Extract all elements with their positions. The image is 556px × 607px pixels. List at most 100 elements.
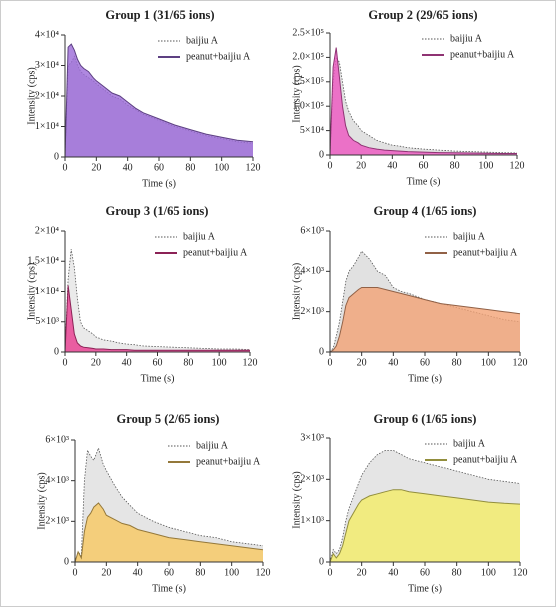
x-tick-label: 120 (246, 162, 261, 173)
y-tick-label: 1×10⁴ (35, 121, 60, 132)
y-tick-label: 3×10⁴ (35, 60, 60, 71)
x-tick-label: 40 (122, 357, 132, 368)
y-axis-label: Intensity (cps) (291, 65, 302, 123)
x-tick-label: 100 (481, 567, 496, 578)
x-tick-label: 120 (256, 567, 271, 578)
y-tick-label: 2×10⁴ (35, 90, 60, 101)
series-line (74, 446, 264, 563)
legend-label: baijiu A (450, 33, 483, 44)
x-tick-label: 60 (419, 160, 429, 171)
x-tick-label: 20 (91, 162, 101, 173)
y-tick-label: 4×10³ (300, 266, 324, 277)
x-tick-label: 40 (123, 162, 133, 173)
y-tick-label: 0 (64, 556, 69, 567)
x-tick-label: 40 (387, 160, 397, 171)
x-tick-label: 80 (185, 162, 195, 173)
x-tick-label: 40 (388, 567, 398, 578)
x-tick-label: 20 (91, 357, 101, 368)
x-tick-label: 60 (153, 357, 163, 368)
y-tick-label: 5×10⁴ (300, 125, 325, 136)
chart-title: Group 6 (1/65 ions) (374, 412, 477, 426)
y-tick-label: 0 (54, 151, 59, 162)
area-fill (330, 489, 520, 562)
x-tick-label: 100 (224, 567, 239, 578)
legend-label: peanut+baijiu A (453, 454, 518, 465)
x-axis-label: Time (s) (408, 583, 442, 594)
chart-title: Group 4 (1/65 ions) (374, 204, 477, 218)
x-tick-label: 60 (164, 567, 174, 578)
x-tick-label: 80 (452, 357, 462, 368)
y-tick-label: 2.0×10⁵ (292, 52, 324, 63)
y-axis-label: Intensity (cps) (291, 263, 302, 321)
x-tick-label: 60 (420, 357, 430, 368)
y-tick-label: 4×10³ (45, 475, 69, 486)
x-tick-label: 100 (478, 160, 493, 171)
y-tick-label: 0 (319, 556, 324, 567)
y-tick-label: 2×10³ (300, 306, 324, 317)
legend-label: baijiu A (453, 438, 486, 449)
x-tick-label: 80 (195, 567, 205, 578)
x-tick-label: 120 (513, 567, 528, 578)
legend-label: baijiu A (196, 440, 229, 451)
y-axis-label: Intensity (cps) (291, 471, 302, 529)
series-line (64, 43, 254, 158)
x-tick-label: 60 (154, 162, 164, 173)
y-tick-label: 4×10⁴ (35, 29, 60, 40)
x-tick-label: 20 (101, 567, 111, 578)
x-tick-label: 80 (450, 160, 460, 171)
legend-label: peanut+baijiu A (196, 456, 261, 467)
legend-label: peanut+baijiu A (450, 49, 515, 60)
x-tick-label: 0 (63, 357, 68, 368)
x-axis-label: Time (s) (141, 373, 175, 384)
chart-title: Group 1 (31/65 ions) (105, 8, 214, 22)
series-line (329, 287, 521, 353)
y-tick-label: 1×10³ (300, 515, 324, 526)
x-tick-label: 100 (481, 357, 496, 368)
x-tick-label: 100 (214, 162, 229, 173)
series-line (329, 489, 521, 563)
y-tick-label: 1.5×10⁵ (292, 76, 324, 87)
x-tick-label: 20 (356, 160, 366, 171)
x-tick-label: 120 (243, 357, 258, 368)
y-tick-label: 2×10³ (45, 516, 69, 527)
x-tick-label: 40 (133, 567, 143, 578)
series-line (64, 249, 251, 353)
x-tick-label: 0 (63, 162, 68, 173)
series-line (74, 502, 264, 563)
series-line (329, 56, 518, 156)
area-fill (330, 287, 520, 352)
x-tick-label: 60 (420, 567, 430, 578)
y-axis-label: Intensity (cps) (26, 263, 37, 321)
x-axis-label: Time (s) (407, 176, 441, 187)
series-line (64, 285, 250, 353)
legend-label: baijiu A (183, 231, 216, 242)
y-axis-label: Intensity (cps) (26, 67, 37, 125)
y-tick-label: 0 (319, 149, 324, 160)
y-tick-label: 6×10³ (300, 225, 324, 236)
series-line (329, 450, 521, 563)
y-tick-label: 0 (54, 346, 59, 357)
x-tick-label: 20 (357, 357, 367, 368)
x-tick-label: 40 (388, 357, 398, 368)
x-tick-label: 0 (328, 567, 333, 578)
area-fill (75, 503, 263, 562)
y-tick-label: 2.5×10⁵ (292, 27, 324, 38)
x-tick-label: 120 (510, 160, 525, 171)
x-tick-label: 0 (328, 160, 333, 171)
x-tick-label: 0 (73, 567, 78, 578)
chart-title: Group 3 (1/65 ions) (106, 204, 209, 218)
x-axis-label: Time (s) (408, 373, 442, 384)
x-tick-label: 100 (212, 357, 227, 368)
x-tick-label: 80 (452, 567, 462, 578)
y-tick-label: 1×10⁴ (35, 286, 60, 297)
legend-label: peanut+baijiu A (183, 247, 248, 258)
legend-label: baijiu A (186, 35, 219, 46)
x-tick-label: 120 (513, 357, 528, 368)
area-fill (65, 44, 253, 157)
chart-title: Group 2 (29/65 ions) (368, 8, 477, 22)
y-tick-label: 6×10³ (45, 434, 69, 445)
y-tick-label: 1.0×10⁵ (292, 100, 324, 111)
y-tick-label: 2×10⁴ (35, 225, 60, 236)
x-tick-label: 0 (328, 357, 333, 368)
